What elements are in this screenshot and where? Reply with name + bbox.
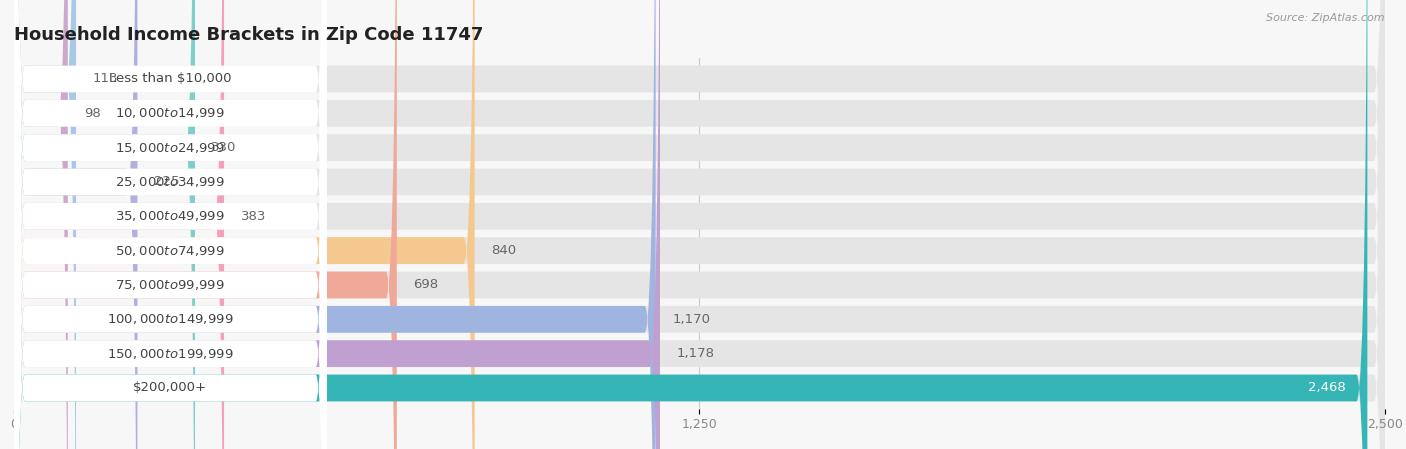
Text: Household Income Brackets in Zip Code 11747: Household Income Brackets in Zip Code 11… bbox=[14, 26, 484, 44]
FancyBboxPatch shape bbox=[14, 0, 1385, 449]
FancyBboxPatch shape bbox=[14, 0, 326, 449]
FancyBboxPatch shape bbox=[14, 0, 1385, 449]
FancyBboxPatch shape bbox=[14, 0, 1385, 449]
Text: $150,000 to $199,999: $150,000 to $199,999 bbox=[107, 347, 233, 361]
FancyBboxPatch shape bbox=[14, 0, 1368, 449]
Text: 383: 383 bbox=[240, 210, 266, 223]
Text: Less than $10,000: Less than $10,000 bbox=[110, 72, 232, 85]
FancyBboxPatch shape bbox=[14, 0, 326, 449]
FancyBboxPatch shape bbox=[14, 0, 1385, 449]
Text: $25,000 to $34,999: $25,000 to $34,999 bbox=[115, 175, 225, 189]
FancyBboxPatch shape bbox=[14, 0, 1385, 449]
Text: $100,000 to $149,999: $100,000 to $149,999 bbox=[107, 313, 233, 326]
FancyBboxPatch shape bbox=[14, 0, 326, 449]
Text: 2,468: 2,468 bbox=[1308, 382, 1346, 395]
Text: $200,000+: $200,000+ bbox=[134, 382, 207, 395]
FancyBboxPatch shape bbox=[14, 0, 224, 449]
Text: 1,178: 1,178 bbox=[676, 347, 714, 360]
FancyBboxPatch shape bbox=[14, 0, 138, 449]
FancyBboxPatch shape bbox=[14, 0, 396, 449]
FancyBboxPatch shape bbox=[14, 0, 195, 449]
FancyBboxPatch shape bbox=[14, 0, 326, 449]
Text: 225: 225 bbox=[153, 176, 180, 189]
FancyBboxPatch shape bbox=[14, 0, 655, 449]
FancyBboxPatch shape bbox=[14, 0, 659, 449]
FancyBboxPatch shape bbox=[14, 0, 1385, 449]
FancyBboxPatch shape bbox=[14, 0, 326, 449]
FancyBboxPatch shape bbox=[14, 0, 475, 449]
Text: 698: 698 bbox=[413, 278, 439, 291]
Text: $75,000 to $99,999: $75,000 to $99,999 bbox=[115, 278, 225, 292]
FancyBboxPatch shape bbox=[14, 0, 326, 449]
Text: 1,170: 1,170 bbox=[672, 313, 710, 326]
FancyBboxPatch shape bbox=[14, 0, 326, 449]
Text: $50,000 to $74,999: $50,000 to $74,999 bbox=[115, 244, 225, 258]
FancyBboxPatch shape bbox=[14, 0, 1385, 449]
FancyBboxPatch shape bbox=[14, 0, 326, 449]
FancyBboxPatch shape bbox=[14, 0, 1385, 449]
Text: 113: 113 bbox=[93, 72, 118, 85]
Text: $15,000 to $24,999: $15,000 to $24,999 bbox=[115, 141, 225, 154]
FancyBboxPatch shape bbox=[14, 0, 67, 449]
FancyBboxPatch shape bbox=[14, 0, 1385, 449]
FancyBboxPatch shape bbox=[14, 0, 326, 449]
Text: 98: 98 bbox=[84, 107, 101, 120]
Text: $35,000 to $49,999: $35,000 to $49,999 bbox=[115, 209, 225, 223]
Text: $10,000 to $14,999: $10,000 to $14,999 bbox=[115, 106, 225, 120]
Text: 330: 330 bbox=[211, 141, 236, 154]
FancyBboxPatch shape bbox=[14, 0, 326, 449]
Text: Source: ZipAtlas.com: Source: ZipAtlas.com bbox=[1267, 13, 1385, 23]
FancyBboxPatch shape bbox=[14, 0, 76, 449]
Text: 840: 840 bbox=[491, 244, 516, 257]
FancyBboxPatch shape bbox=[14, 0, 1385, 449]
